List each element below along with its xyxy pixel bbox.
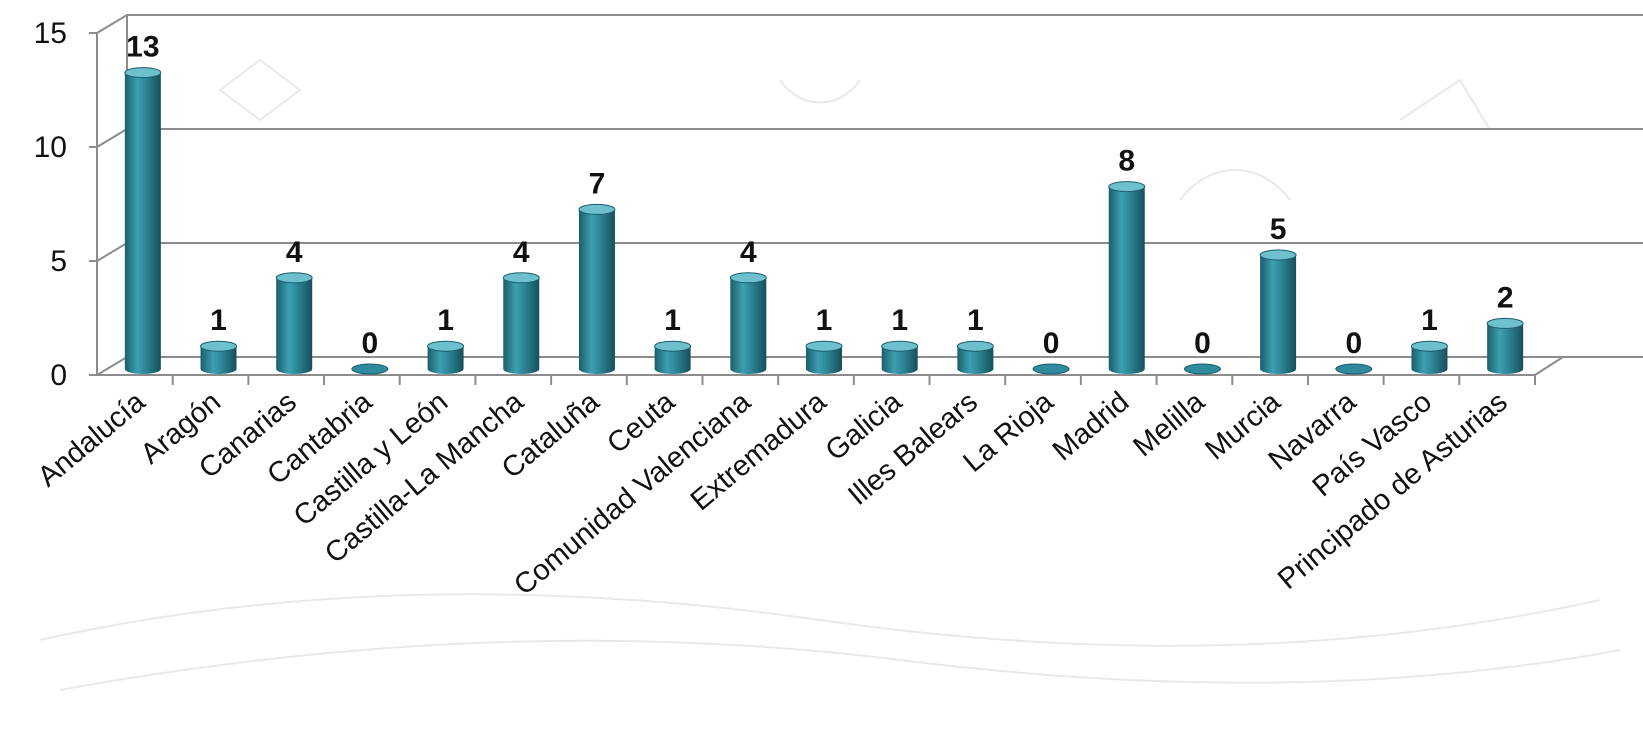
- bar-top: [124, 67, 162, 79]
- bar-top: [956, 340, 994, 352]
- bar-body: [578, 209, 615, 374]
- gridline: [96, 356, 1643, 376]
- gridline: [96, 128, 1643, 148]
- x-axis-categories: AndalucíaAragónCanariasCantabriaCastilla…: [32, 385, 1514, 601]
- bar-body: [200, 346, 237, 374]
- bar: [805, 340, 843, 374]
- bar-top: [1410, 340, 1448, 352]
- bar-body: [730, 277, 767, 374]
- bar-body: [503, 277, 540, 374]
- bar-zero: [1183, 363, 1221, 375]
- bar-body: [427, 346, 464, 374]
- bar: [275, 272, 313, 374]
- bar-body: [124, 72, 161, 374]
- y-tick-label: 15: [34, 17, 67, 50]
- gridlines: [96, 14, 1643, 376]
- x-category-label: Andalucía: [32, 385, 152, 493]
- bar: [1108, 181, 1146, 374]
- data-label: 7: [589, 167, 606, 200]
- bar: [881, 340, 919, 374]
- bar: [578, 203, 616, 374]
- background-decoration: [39, 58, 1621, 691]
- data-label: 0: [1043, 327, 1060, 360]
- bar: [427, 340, 465, 374]
- bar-zero: [351, 363, 389, 375]
- bar: [956, 340, 994, 374]
- bar-top: [654, 340, 692, 352]
- data-label: 1: [816, 304, 833, 337]
- bar-top: [729, 272, 767, 284]
- bar-zero: [1032, 363, 1070, 375]
- bar: [351, 363, 389, 375]
- bar-top: [881, 340, 919, 352]
- bars: [124, 67, 1524, 375]
- x-category-label: Melilla: [1127, 385, 1211, 463]
- data-label: 1: [967, 304, 984, 337]
- data-label: 0: [1194, 327, 1211, 360]
- bar-top: [427, 340, 465, 352]
- axes: [96, 15, 1564, 385]
- data-label: 5: [1270, 213, 1287, 246]
- y-axis-ticks: 0 5 10 15: [34, 17, 97, 392]
- bar-top: [1108, 181, 1146, 193]
- bar-body: [806, 346, 842, 374]
- bar-body: [1411, 346, 1448, 374]
- bar-body: [1108, 186, 1145, 374]
- bar-top: [578, 203, 616, 215]
- bar-body: [1260, 255, 1297, 374]
- y-tick-label: 0: [50, 359, 67, 392]
- data-label: 4: [513, 236, 530, 269]
- bar-top: [1259, 249, 1297, 261]
- data-label: 2: [1497, 281, 1514, 314]
- bar-top: [200, 340, 238, 352]
- data-label: 1: [437, 304, 454, 337]
- bar-body: [881, 346, 918, 374]
- gridline: [96, 14, 1643, 34]
- x-category-label: Madrid: [1047, 386, 1135, 468]
- gridline: [96, 242, 1643, 262]
- bar: [654, 340, 692, 374]
- data-label: 1: [210, 304, 227, 337]
- data-labels: 13 1 4 0 1 4 7 1 4 1 1 1 0 8 0 5 0 1 2: [126, 31, 1513, 360]
- data-label: 1: [664, 304, 681, 337]
- y-tick-label: 10: [34, 131, 67, 164]
- data-label: 13: [126, 31, 159, 64]
- bar-body: [654, 346, 691, 374]
- bar: [1032, 363, 1070, 375]
- bar: [200, 340, 238, 374]
- y-tick-label: 5: [50, 245, 67, 278]
- bar: [1259, 249, 1297, 374]
- bar: [502, 272, 540, 374]
- bar-top: [1486, 317, 1524, 329]
- bar: [124, 67, 162, 374]
- bar: [1183, 363, 1221, 375]
- data-label: 0: [362, 327, 379, 360]
- bar-top: [502, 272, 540, 284]
- data-label: 0: [1345, 327, 1362, 360]
- data-label: 4: [286, 236, 303, 269]
- bar-body: [1487, 323, 1524, 374]
- data-label: 8: [1118, 145, 1135, 178]
- data-label: 1: [1421, 304, 1438, 337]
- data-label: 1: [891, 304, 908, 337]
- bar-body: [957, 346, 994, 374]
- bar: [729, 272, 767, 374]
- bar-top: [805, 340, 843, 352]
- bar-top: [275, 272, 313, 284]
- bar: [1335, 363, 1373, 375]
- bar: [1486, 317, 1524, 374]
- bar: [1410, 340, 1448, 374]
- bar-body: [276, 277, 313, 374]
- data-label: 4: [740, 236, 757, 269]
- bar-zero: [1335, 363, 1373, 375]
